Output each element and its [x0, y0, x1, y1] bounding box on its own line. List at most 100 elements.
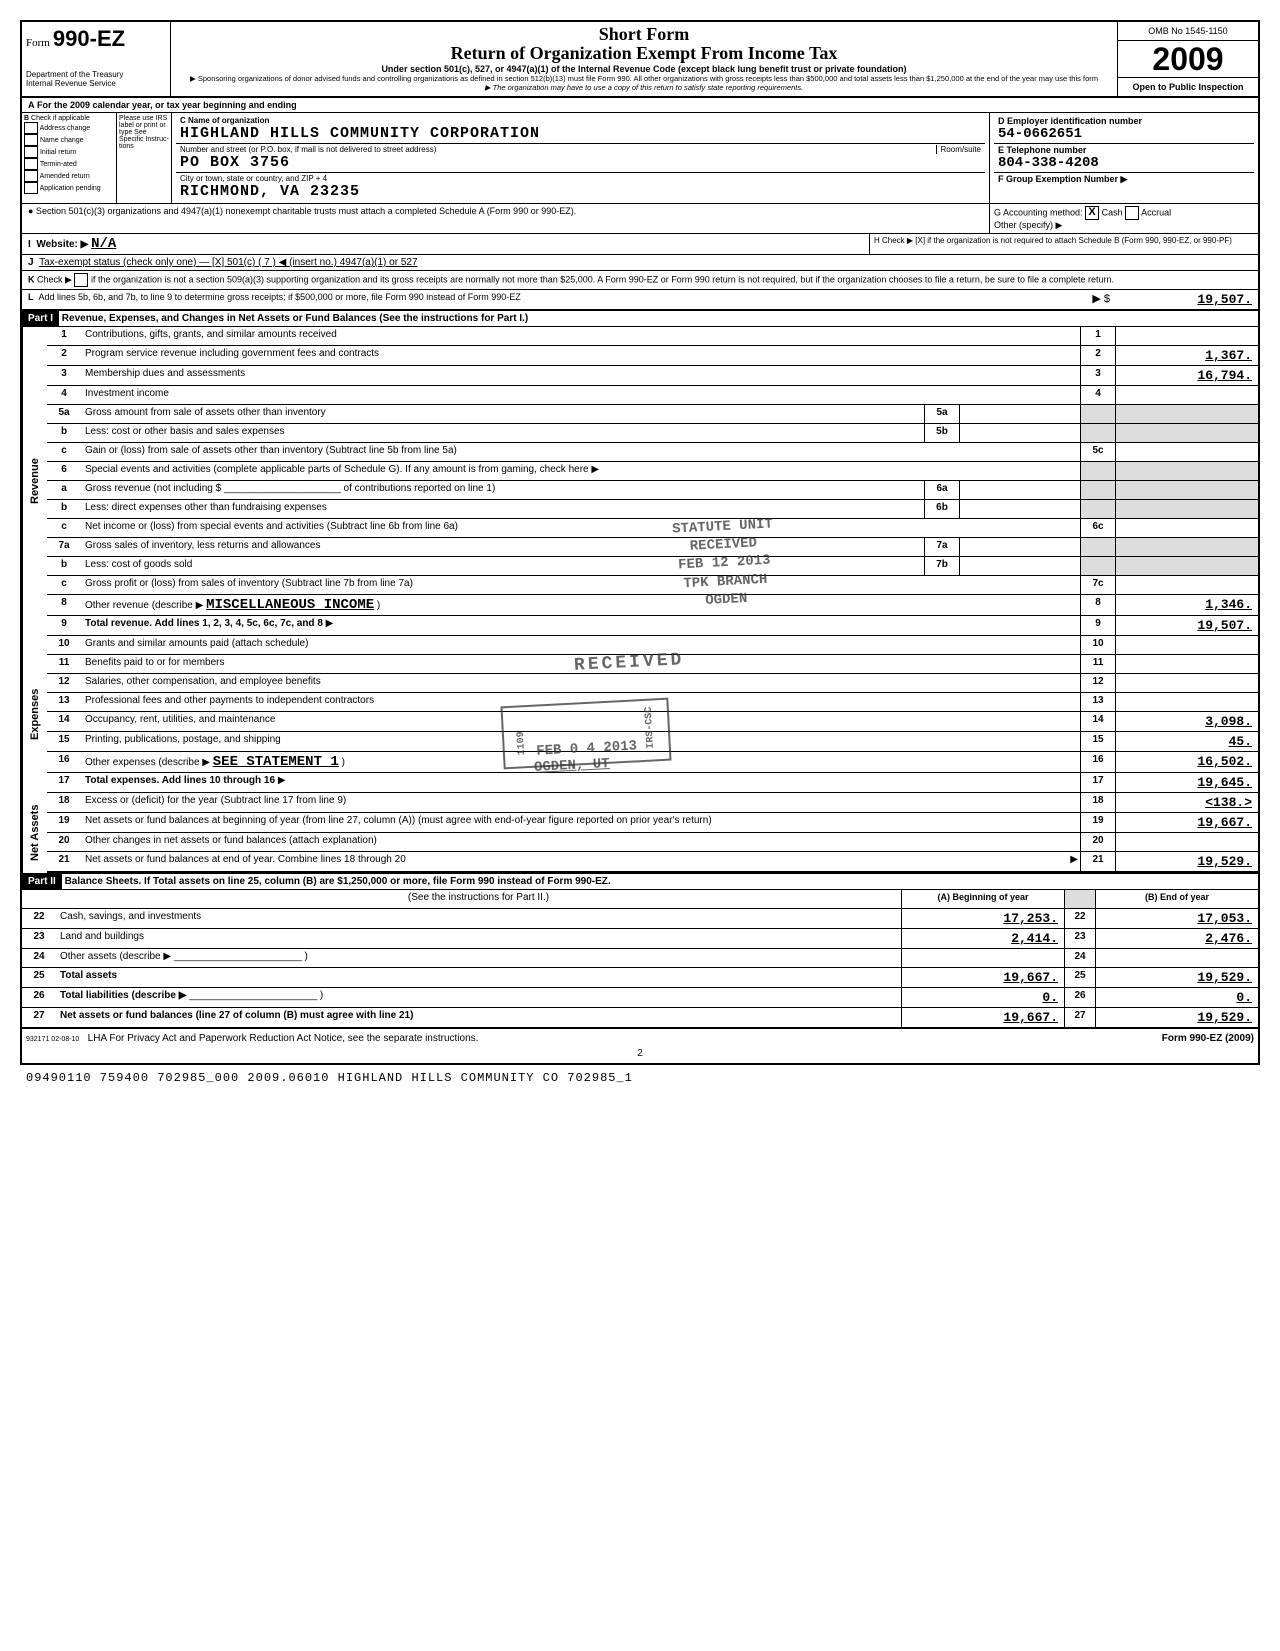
website-value: N/A — [91, 236, 116, 252]
bs24-a — [901, 949, 1064, 967]
line-l-arrow: ▶ $ — [1086, 290, 1116, 309]
line1-desc: Contributions, gifts, grants, and simila… — [81, 327, 1080, 345]
bs24-desc: Other assets (describe ▶ _______________… — [56, 949, 901, 967]
line12-desc: Salaries, other compensation, and employ… — [81, 674, 1080, 692]
omb-number: OMB No 1545-1150 — [1118, 22, 1258, 41]
cb-name: Name change — [40, 137, 84, 144]
city: RICHMOND, VA 23235 — [180, 183, 981, 200]
expenses-vert: Expenses — [22, 636, 47, 793]
bs26-a: 0. — [901, 988, 1064, 1007]
line18-desc: Excess or (deficit) for the year (Subtra… — [81, 793, 1080, 812]
line6c-desc: Net income or (loss) from special events… — [81, 519, 1080, 537]
tax-year: 2009 — [1118, 41, 1258, 78]
section-501: ● Section 501(c)(3) organizations and 49… — [22, 204, 989, 233]
bs23-desc: Land and buildings — [56, 929, 901, 948]
line1-amt — [1115, 327, 1258, 345]
line4-amt — [1115, 386, 1258, 404]
ein-value: 54-0662651 — [998, 126, 1082, 142]
bs22-a: 17,253. — [901, 909, 1064, 928]
bs24-text: Other assets (describe ▶ — [60, 951, 171, 962]
block-h: H Check ▶ [X] if the organization is not… — [869, 234, 1258, 254]
phone-label: E Telephone number — [998, 145, 1086, 155]
part1-header: Part I Revenue, Expenses, and Changes in… — [22, 310, 1258, 327]
ein-label: D Employer identification number — [998, 116, 1142, 126]
bs27-b: 19,529. — [1095, 1008, 1258, 1027]
netassets-section: Net Assets 18Excess or (deficit) for the… — [22, 793, 1258, 873]
main-title: Return of Organization Exempt From Incom… — [179, 43, 1109, 64]
line3-amt: 16,794. — [1115, 366, 1258, 385]
line13-amt — [1115, 693, 1258, 711]
block-b-title: Check if applicable — [31, 115, 90, 122]
bs26-desc: Total liabilities (describe ▶ __________… — [56, 988, 901, 1007]
line10-amt — [1115, 636, 1258, 654]
dept-treasury: Department of the Treasury — [26, 70, 166, 79]
line17-amt: 19,645. — [1115, 773, 1258, 792]
dept-irs: Internal Revenue Service — [26, 79, 166, 88]
col-b-header: (B) End of year — [1095, 890, 1258, 908]
line21-amt: 19,529. — [1115, 852, 1258, 871]
revenue-section: Revenue 1Contributions, gifts, grants, a… — [22, 327, 1258, 636]
line8-extra: MISCELLANEOUS INCOME — [206, 597, 374, 613]
open-public: Open to Public Inspection — [1118, 78, 1258, 96]
website-row: I Website: ▶ N/A — [22, 234, 869, 254]
line7c-amt — [1115, 576, 1258, 594]
cb-initial: Initial return — [40, 149, 77, 156]
footer-code: 932171 02-08-10 — [26, 1036, 79, 1043]
line-l-amt: 19,507. — [1116, 290, 1258, 309]
line-a: A For the 2009 calendar year, or tax yea… — [22, 98, 1258, 112]
line19-desc: Net assets or fund balances at beginning… — [81, 813, 1080, 832]
bs23-b: 2,476. — [1095, 929, 1258, 948]
line9-amt: 19,507. — [1115, 616, 1258, 635]
line7c-desc: Gross profit or (loss) from sales of inv… — [81, 576, 1080, 594]
part2-label: Part II — [22, 874, 62, 889]
block-right: D Employer identification number 54-0662… — [989, 113, 1258, 203]
line8-text: Other revenue (describe ▶ — [85, 600, 203, 611]
part2-header: Part II Balance Sheets. If Total assets … — [22, 873, 1258, 890]
city-label: City or town, state or country, and ZIP … — [180, 174, 981, 183]
line15-amt: 45. — [1115, 732, 1258, 751]
line16-desc: Other expenses (describe ▶ SEE STATEMENT… — [81, 752, 1080, 772]
street: PO BOX 3756 — [180, 154, 981, 171]
bs27-a: 19,667. — [901, 1008, 1064, 1027]
part1-title: Revenue, Expenses, and Changes in Net As… — [62, 313, 528, 324]
bs24-b — [1095, 949, 1258, 967]
cb-address: Address change — [40, 125, 91, 132]
cash-label: Cash — [1102, 207, 1123, 217]
line16-amt: 16,502. — [1115, 752, 1258, 772]
org-name: HIGHLAND HILLS COMMUNITY CORPORATION — [180, 125, 981, 142]
line5a-desc: Gross amount from sale of assets other t… — [81, 405, 924, 423]
bs25-desc: Total assets — [60, 970, 117, 981]
line6-desc: Special events and activities (complete … — [81, 462, 1080, 480]
revenue-vert: Revenue — [22, 327, 47, 636]
expenses-section: Expenses 10Grants and similar amounts pa… — [22, 636, 1258, 793]
line16-extra: SEE STATEMENT 1 — [213, 754, 339, 770]
bs25-a: 19,667. — [901, 968, 1064, 987]
header-note1: ▶ Sponsoring organizations of donor advi… — [179, 74, 1109, 83]
line10-desc: Grants and similar amounts paid (attach … — [81, 636, 1080, 654]
form-label: Form — [26, 37, 50, 49]
line9-desc: Total revenue. Add lines 1, 2, 3, 4, 5c,… — [85, 618, 323, 629]
footer-form: Form 990-EZ (2009) — [1162, 1033, 1254, 1044]
line11-desc: Benefits paid to or for members — [81, 655, 1080, 673]
line14-desc: Occupancy, rent, utilities, and maintena… — [81, 712, 1080, 731]
line2-desc: Program service revenue including govern… — [81, 346, 1080, 365]
line-l: L Add lines 5b, 6b, and 7b, to line 9 to… — [22, 290, 1086, 309]
line14-amt: 3,098. — [1115, 712, 1258, 731]
acct-method-label: G Accounting method: — [994, 207, 1083, 217]
line6b-desc: Less: direct expenses other than fundrai… — [81, 500, 924, 518]
line-a-text: For the 2009 calendar year, or tax year … — [37, 100, 297, 110]
col-a-header: (A) Beginning of year — [901, 890, 1064, 908]
bs23-a: 2,414. — [901, 929, 1064, 948]
bottom-line: 09490110 759400 702985_000 2009.06010 HI… — [20, 1065, 1260, 1091]
accrual-label: Accrual — [1141, 207, 1171, 217]
line-l-text: Add lines 5b, 6b, and 7b, to line 9 to d… — [39, 292, 521, 302]
line5c-desc: Gain or (loss) from sale of assets other… — [81, 443, 1080, 461]
line-k-text: if the organization is not a section 509… — [91, 274, 1114, 284]
line-k: K Check ▶ if the organization is not a s… — [22, 271, 1258, 289]
line6c-amt — [1115, 519, 1258, 537]
subtitle: Under section 501(c), 527, or 4947(a)(1)… — [179, 64, 1109, 74]
footer: 932171 02-08-10 LHA For Privacy Act and … — [22, 1029, 1258, 1048]
entity-block: B Check if applicable Address change Nam… — [22, 113, 1258, 204]
bs25-b: 19,529. — [1095, 968, 1258, 987]
bs26-text: Total liabilities (describe ▶ — [60, 990, 186, 1001]
